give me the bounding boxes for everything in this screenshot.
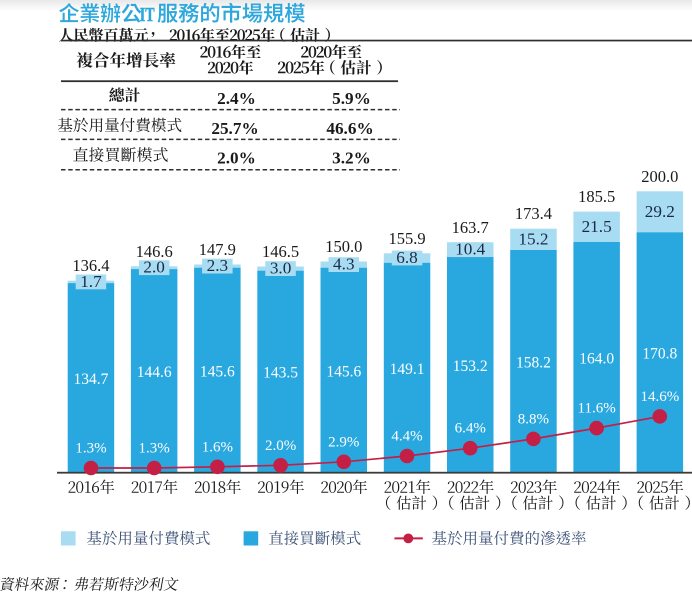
svg-text:2.9%: 2.9% (328, 434, 359, 450)
svg-text:29.2: 29.2 (645, 202, 675, 221)
svg-text:150.0: 150.0 (325, 237, 362, 256)
svg-text:8.8%: 8.8% (518, 411, 549, 427)
svg-text:143.5: 143.5 (263, 365, 298, 382)
svg-text:136.4: 136.4 (72, 256, 109, 275)
svg-text:200.0: 200.0 (641, 167, 678, 186)
svg-text:1.3%: 1.3% (75, 440, 106, 456)
svg-text:134.7: 134.7 (74, 371, 109, 388)
svg-text:21.5: 21.5 (582, 217, 612, 236)
svg-text:15.2: 15.2 (518, 229, 548, 248)
svg-text:6.8: 6.8 (396, 248, 417, 267)
svg-text:153.2: 153.2 (453, 358, 488, 375)
svg-text:149.1: 149.1 (390, 361, 425, 378)
svg-text:145.6: 145.6 (200, 363, 235, 380)
svg-text:4.3: 4.3 (333, 255, 354, 274)
svg-text:170.8: 170.8 (642, 346, 677, 363)
svg-text:14.6%: 14.6% (640, 389, 679, 405)
svg-text:163.7: 163.7 (452, 218, 489, 237)
svg-text:4.4%: 4.4% (391, 428, 422, 444)
svg-text:173.4: 173.4 (515, 204, 552, 223)
svg-text:1.7: 1.7 (80, 272, 102, 291)
svg-text:5.9%: 5.9% (332, 89, 371, 108)
svg-text:185.5: 185.5 (578, 187, 615, 206)
svg-text:25.7%: 25.7% (211, 119, 258, 138)
svg-text:IT: IT (140, 4, 155, 26)
svg-text:1.3%: 1.3% (139, 440, 170, 456)
svg-text:1.6%: 1.6% (202, 439, 233, 455)
svg-text:146.5: 146.5 (262, 242, 299, 261)
svg-text:3.0: 3.0 (270, 259, 291, 278)
svg-text:2.0%: 2.0% (265, 438, 296, 454)
svg-text:155.9: 155.9 (388, 229, 425, 248)
svg-text:11.6%: 11.6% (578, 401, 616, 417)
svg-text:10.4: 10.4 (455, 240, 485, 259)
svg-text:2.0%: 2.0% (217, 149, 256, 168)
svg-text:146.6: 146.6 (136, 242, 173, 261)
svg-text:46.6%: 46.6% (326, 119, 373, 138)
svg-text:164.0: 164.0 (579, 350, 614, 367)
svg-text:2.0: 2.0 (143, 258, 164, 277)
svg-text:3.2%: 3.2% (332, 149, 371, 168)
svg-text:6.4%: 6.4% (455, 421, 486, 437)
svg-text:158.2: 158.2 (516, 354, 551, 371)
svg-text:2.3: 2.3 (207, 256, 228, 275)
svg-text:147.9: 147.9 (199, 240, 236, 259)
svg-text:2.4%: 2.4% (217, 89, 256, 108)
svg-text:144.6: 144.6 (137, 364, 172, 381)
svg-text:145.6: 145.6 (326, 363, 361, 380)
